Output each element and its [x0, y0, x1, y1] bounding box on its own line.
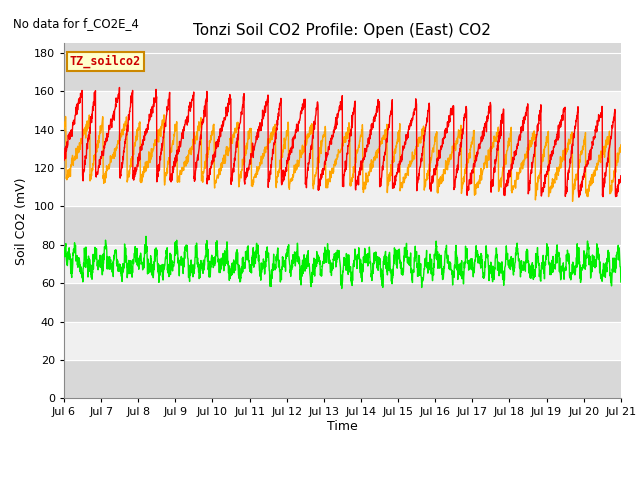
- Bar: [64, 245, 621, 283]
- Text: No data for f_CO2E_4: No data for f_CO2E_4: [13, 17, 139, 30]
- Bar: [64, 91, 621, 130]
- Legend: -2cm, -4cm, -8cm: -2cm, -4cm, -8cm: [209, 476, 476, 480]
- Bar: [64, 322, 621, 360]
- Title: Tonzi Soil CO2 Profile: Open (East) CO2: Tonzi Soil CO2 Profile: Open (East) CO2: [193, 23, 492, 38]
- Text: TZ_soilco2: TZ_soilco2: [70, 55, 141, 68]
- Bar: [64, 168, 621, 206]
- X-axis label: Time: Time: [327, 420, 358, 433]
- Y-axis label: Soil CO2 (mV): Soil CO2 (mV): [15, 177, 28, 264]
